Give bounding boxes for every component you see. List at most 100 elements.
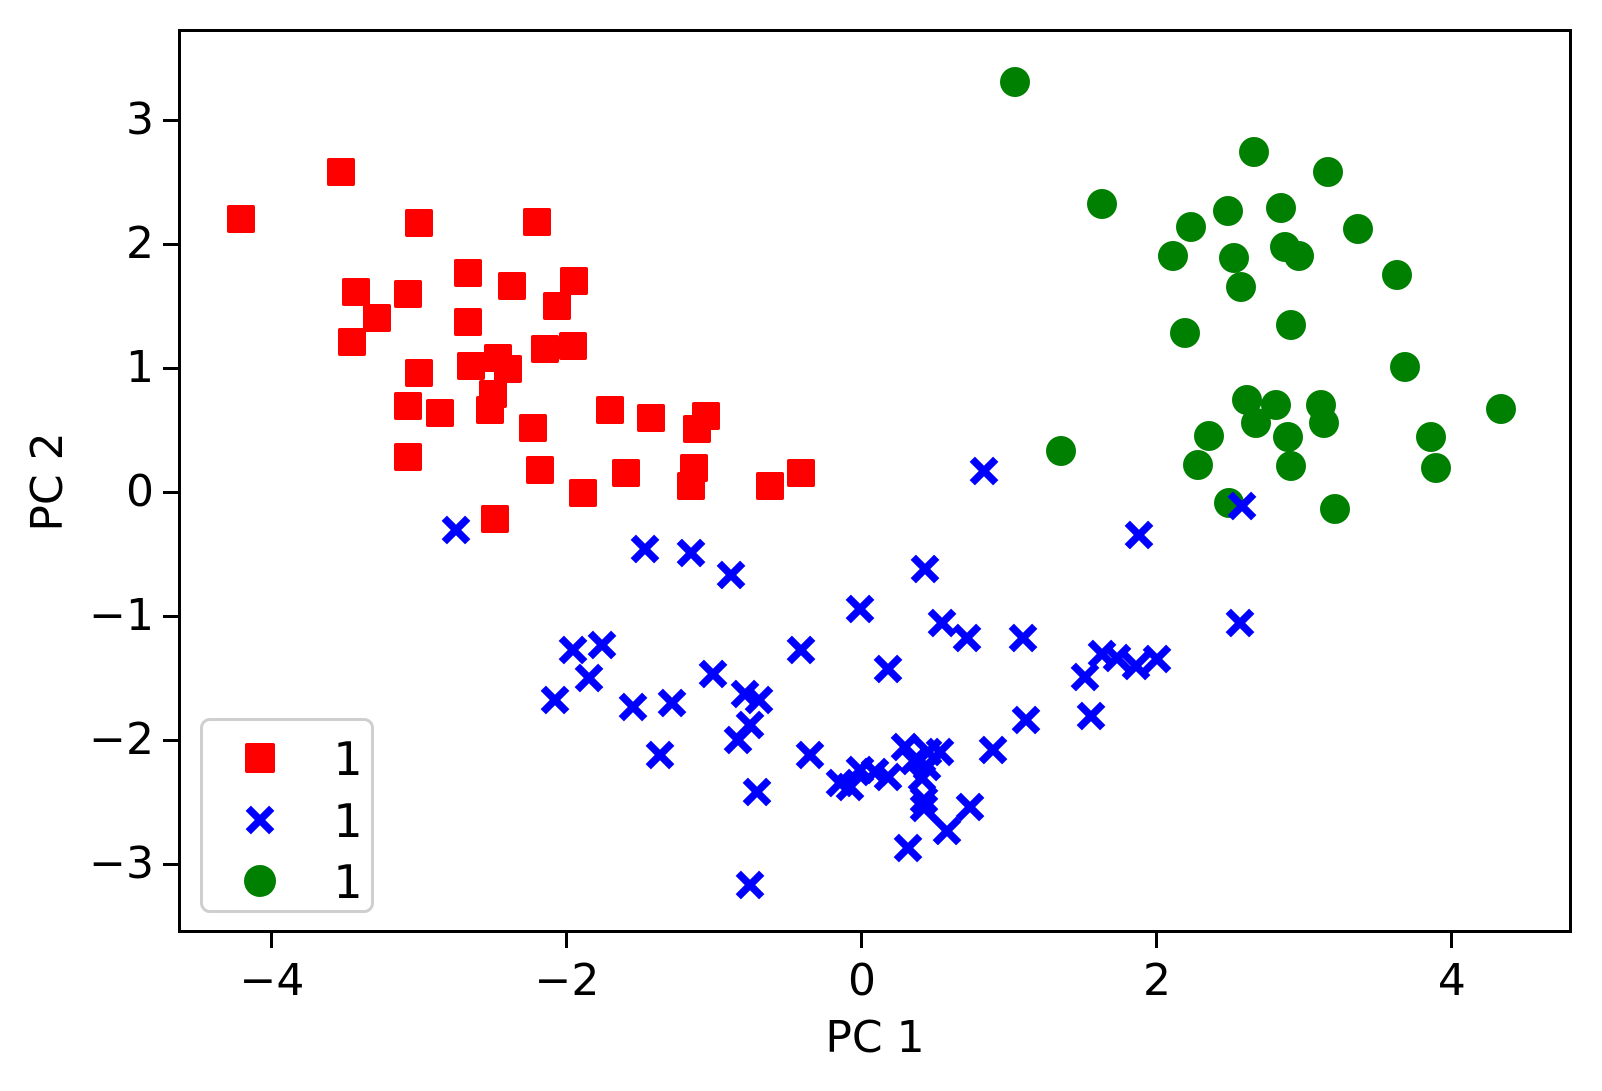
scatter-point-x — [785, 634, 817, 670]
scatter-point-square — [480, 505, 509, 534]
y-tick-mark — [163, 118, 178, 122]
scatter-point-square — [569, 479, 598, 508]
scatter-point-square — [756, 471, 785, 500]
scatter-point-x — [1141, 643, 1173, 679]
x-tick-mark — [1155, 933, 1159, 948]
scatter-point-x — [1224, 607, 1256, 643]
scatter-point-x — [644, 739, 676, 775]
y-tick-label: −2 — [89, 714, 154, 766]
scatter-point-square — [327, 158, 356, 187]
scatter-point-x — [977, 734, 1009, 770]
scatter-point-circle — [1239, 137, 1270, 168]
scatter-point-circle — [1212, 195, 1243, 226]
x-axis-label: PC 1 — [825, 1012, 925, 1063]
scatter-point-square — [454, 258, 483, 287]
scatter-point-x — [1101, 642, 1133, 678]
scatter-point-circle — [1276, 309, 1307, 340]
scatter-point-square — [523, 207, 552, 236]
scatter-point-circle — [1276, 450, 1307, 481]
scatter-point-circle — [1193, 421, 1224, 452]
scatter-point-square — [676, 471, 705, 500]
x-tick-mark — [565, 933, 569, 948]
scatter-point-square — [787, 459, 816, 488]
scatter-point-square — [454, 308, 483, 337]
scatter-point-square — [362, 304, 391, 333]
scatter-point-circle — [1283, 241, 1314, 272]
y-tick-mark — [163, 242, 178, 246]
scatter-point-circle — [1046, 436, 1077, 467]
scatter-point-square — [405, 358, 434, 387]
scatter-point-x — [954, 791, 986, 827]
scatter-point-circle — [1218, 242, 1249, 273]
scatter-point-x — [617, 691, 649, 727]
scatter-point-x — [794, 739, 826, 775]
x-tick-label: 4 — [1437, 955, 1466, 1006]
scatter-point-circle — [1226, 272, 1256, 303]
scatter-point-circle — [1183, 449, 1214, 480]
scatter-point-x — [743, 684, 775, 720]
legend-label: 1 — [333, 732, 363, 786]
scatter-point-x — [539, 684, 571, 720]
scatter-point-square — [226, 205, 255, 234]
scatter-point-circle — [1265, 193, 1296, 224]
scatter-point-x — [656, 687, 688, 723]
x-tick-label: 2 — [1142, 955, 1171, 1006]
scatter-point-circle — [1420, 453, 1451, 484]
x-tick-mark — [270, 933, 274, 948]
scatter-point-square — [476, 396, 505, 425]
scatter-point-x — [1075, 700, 1107, 736]
scatter-point-x — [931, 815, 963, 851]
x-tick-label: −4 — [239, 955, 305, 1006]
scatter-point-x — [557, 634, 589, 670]
scatter-point-x — [1010, 704, 1042, 740]
y-tick-label: 1 — [126, 342, 154, 394]
scatter-point-square — [426, 398, 455, 427]
scatter-point-x — [834, 771, 866, 807]
scatter-point-circle — [1485, 393, 1516, 424]
y-tick-label: −3 — [89, 838, 154, 890]
scatter-point-x — [898, 745, 930, 781]
scatter-point-x — [734, 869, 766, 905]
scatter-point-x — [908, 792, 940, 828]
scatter-point-x — [1123, 519, 1155, 555]
legend-marker-x — [244, 804, 276, 840]
y-tick-mark — [163, 738, 178, 742]
scatter-point-square — [595, 396, 624, 425]
scatter-point-x — [872, 653, 904, 689]
scatter-point-x — [872, 761, 904, 797]
legend: 1 1 1 — [200, 718, 374, 913]
scatter-point-square — [558, 331, 587, 360]
scatter-point-circle — [1087, 189, 1118, 220]
scatter-point-x — [629, 533, 661, 569]
y-axis-label: PC 2 — [22, 432, 73, 532]
scatter-point-circle — [1342, 214, 1373, 245]
scatter-point-x — [1120, 650, 1152, 686]
y-tick-mark — [163, 366, 178, 370]
x-tick-mark — [1450, 933, 1454, 948]
scatter-point-x — [1007, 622, 1039, 658]
scatter-point-x — [951, 622, 983, 658]
scatter-point-x — [697, 658, 729, 694]
scatter-point-square — [542, 292, 571, 321]
x-tick-label: −2 — [534, 955, 600, 1006]
scatter-point-circle — [1175, 211, 1206, 242]
y-tick-mark — [163, 862, 178, 866]
scatter-point-x — [908, 784, 940, 820]
scatter-point-x — [844, 593, 876, 629]
legend-marker-circle — [244, 865, 276, 897]
scatter-point-square — [493, 355, 522, 384]
scatter-point-square — [498, 272, 527, 301]
scatter-point-circle — [1416, 422, 1447, 453]
y-tick-mark — [163, 490, 178, 494]
scatter-point-circle — [1169, 318, 1200, 349]
scatter-point-square — [342, 278, 371, 307]
y-tick-label: 3 — [126, 94, 154, 146]
scatter-point-square — [337, 327, 366, 356]
scatter-point-square — [560, 267, 589, 296]
scatter-point-x — [1226, 490, 1258, 526]
scatter-point-x — [573, 662, 605, 698]
scatter-point-x — [741, 776, 773, 812]
y-tick-label: 0 — [126, 466, 154, 518]
scatter-point-square — [393, 279, 422, 308]
